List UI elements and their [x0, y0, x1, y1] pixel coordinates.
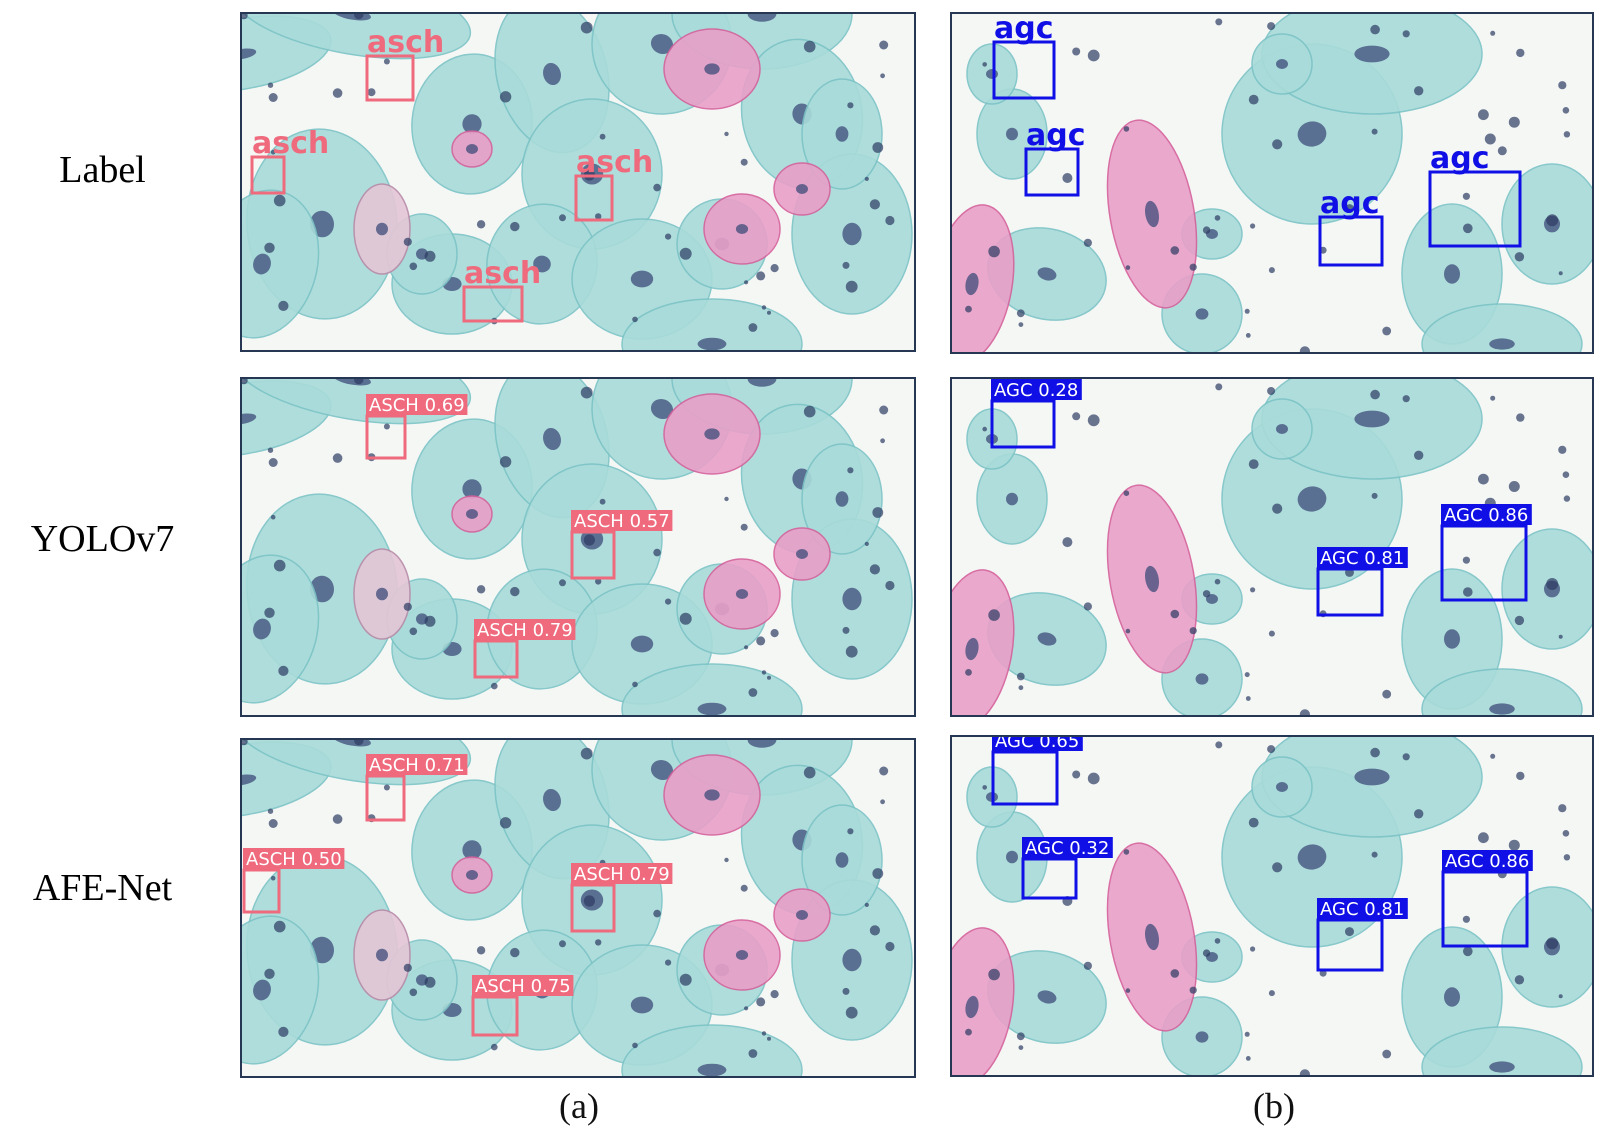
panel-b-label: agc agc agc agc: [950, 12, 1594, 354]
panel-b-label-image: agc agc agc agc: [952, 14, 1592, 352]
box-label-background: [472, 975, 574, 996]
bounding-box: [1316, 567, 1384, 617]
bounding-box: [1021, 857, 1078, 900]
box-label: AGC 0.28: [994, 380, 1078, 401]
box-label: AGC 0.86: [1444, 505, 1528, 526]
detection-box: AGC 0.65: [991, 737, 1083, 806]
detection-box: ASCH 0.79: [473, 619, 576, 679]
detection-box: ASCH 0.50: [242, 848, 345, 914]
detection-box: agc: [1024, 118, 1086, 197]
box-label: ASCH 0.69: [369, 395, 465, 416]
box-label: agc: [994, 14, 1054, 46]
detection-box: agc: [1318, 186, 1384, 267]
box-label-background: [243, 848, 345, 869]
detection-box: asch: [250, 126, 329, 195]
bounding-box: [473, 639, 519, 679]
bounding-box: [365, 54, 415, 102]
box-label: asch: [367, 25, 444, 60]
bounding-box: [1441, 870, 1529, 948]
box-label: ASCH 0.71: [369, 755, 465, 776]
panel-a-afe-net-image: ASCH 0.71 ASCH 0.50 ASCH 0.79 ASCH 0.75: [242, 740, 914, 1076]
bounding-box: [570, 883, 616, 933]
bounding-box: [242, 868, 281, 914]
detection-box: agc: [1428, 141, 1522, 248]
bounding-box: [1440, 524, 1528, 602]
panel-b-afe-net: AGC 0.65 AGC 0.32 AGC 0.81 AGC 0.86: [950, 735, 1594, 1077]
box-label: agc: [1430, 141, 1490, 176]
detection-box: agc: [992, 14, 1056, 100]
panel-b-yolov7-image: AGC 0.28 AGC 0.81 AGC 0.86: [952, 379, 1592, 715]
bounding-box: [471, 995, 519, 1037]
box-label-background: [571, 510, 673, 531]
box-label: ASCH 0.79: [574, 864, 670, 885]
bounding-box: [570, 530, 616, 580]
row-label-afe-net: AFE-Net: [32, 867, 173, 909]
box-label-background: [366, 754, 468, 775]
panel-a-yolov7: ASCH 0.69 ASCH 0.57 ASCH 0.79: [240, 377, 916, 717]
row-label-label: Label: [59, 149, 146, 191]
detection-box: AGC 0.28: [990, 379, 1082, 449]
detection-box: ASCH 0.79: [570, 863, 673, 933]
box-label: ASCH 0.57: [574, 511, 670, 532]
bounding-box: [1318, 215, 1384, 267]
box-label: ASCH 0.75: [475, 976, 571, 997]
caption-a: (a): [559, 1086, 599, 1126]
box-label: asch: [576, 145, 653, 180]
box-label: AGC 0.65: [995, 737, 1079, 752]
bounding-box: [992, 40, 1056, 100]
box-label-background: [992, 737, 1083, 751]
caption-b: (b): [1253, 1086, 1295, 1126]
box-label-background: [1022, 837, 1113, 858]
bounding-box: [365, 774, 406, 822]
box-label: agc: [1026, 118, 1086, 153]
row-label-yolov7: YOLOv7: [30, 518, 175, 560]
box-label: ASCH 0.50: [246, 849, 342, 870]
panel-a-afe-net: ASCH 0.71 ASCH 0.50 ASCH 0.79 ASCH 0.75: [240, 738, 916, 1078]
bounding-box: [1428, 170, 1522, 248]
panel-a-label-image: asch asch asch asch: [242, 14, 914, 350]
detection-box: asch: [574, 145, 653, 222]
bounding-box: [365, 414, 407, 460]
detection-box: AGC 0.86: [1440, 504, 1532, 602]
box-label: asch: [252, 126, 329, 161]
box-label-background: [1442, 850, 1533, 871]
box-label: agc: [1320, 186, 1380, 221]
box-label-background: [474, 619, 576, 640]
bounding-box: [991, 750, 1059, 806]
box-label-background: [1441, 504, 1532, 525]
box-label: AGC 0.81: [1320, 899, 1404, 920]
panel-a-label: asch asch asch asch: [240, 12, 916, 352]
detection-box: AGC 0.86: [1441, 850, 1533, 948]
bounding-box: [1024, 147, 1080, 197]
box-label-background: [991, 379, 1082, 400]
detection-box: ASCH 0.75: [471, 975, 574, 1037]
detection-box: AGC 0.32: [1021, 837, 1113, 900]
box-label: AGC 0.32: [1025, 838, 1109, 859]
bounding-box: [462, 285, 524, 323]
panel-a-yolov7-image: ASCH 0.69 ASCH 0.57 ASCH 0.79: [242, 379, 914, 715]
box-label: AGC 0.86: [1445, 851, 1529, 872]
box-label-background: [1317, 898, 1408, 919]
bounding-box: [1316, 918, 1384, 972]
detection-box: ASCH 0.57: [570, 510, 673, 580]
detection-box: asch: [365, 25, 444, 102]
box-label: asch: [464, 256, 541, 291]
box-label: AGC 0.81: [1320, 548, 1404, 569]
box-label: ASCH 0.79: [477, 620, 573, 641]
detection-box: AGC 0.81: [1316, 898, 1408, 972]
detection-box: asch: [462, 256, 541, 323]
bounding-box: [990, 399, 1056, 449]
detection-box: ASCH 0.69: [365, 394, 468, 460]
detection-box: AGC 0.81: [1316, 547, 1408, 617]
panel-b-afe-net-image: AGC 0.65 AGC 0.32 AGC 0.81 AGC 0.86: [952, 737, 1592, 1075]
box-label-background: [571, 863, 673, 884]
detection-box: ASCH 0.71: [365, 754, 468, 822]
box-label-background: [1317, 547, 1408, 568]
panel-b-yolov7: AGC 0.28 AGC 0.81 AGC 0.86: [950, 377, 1594, 717]
bounding-box: [574, 174, 614, 222]
box-label-background: [366, 394, 468, 415]
bounding-box: [250, 155, 286, 195]
